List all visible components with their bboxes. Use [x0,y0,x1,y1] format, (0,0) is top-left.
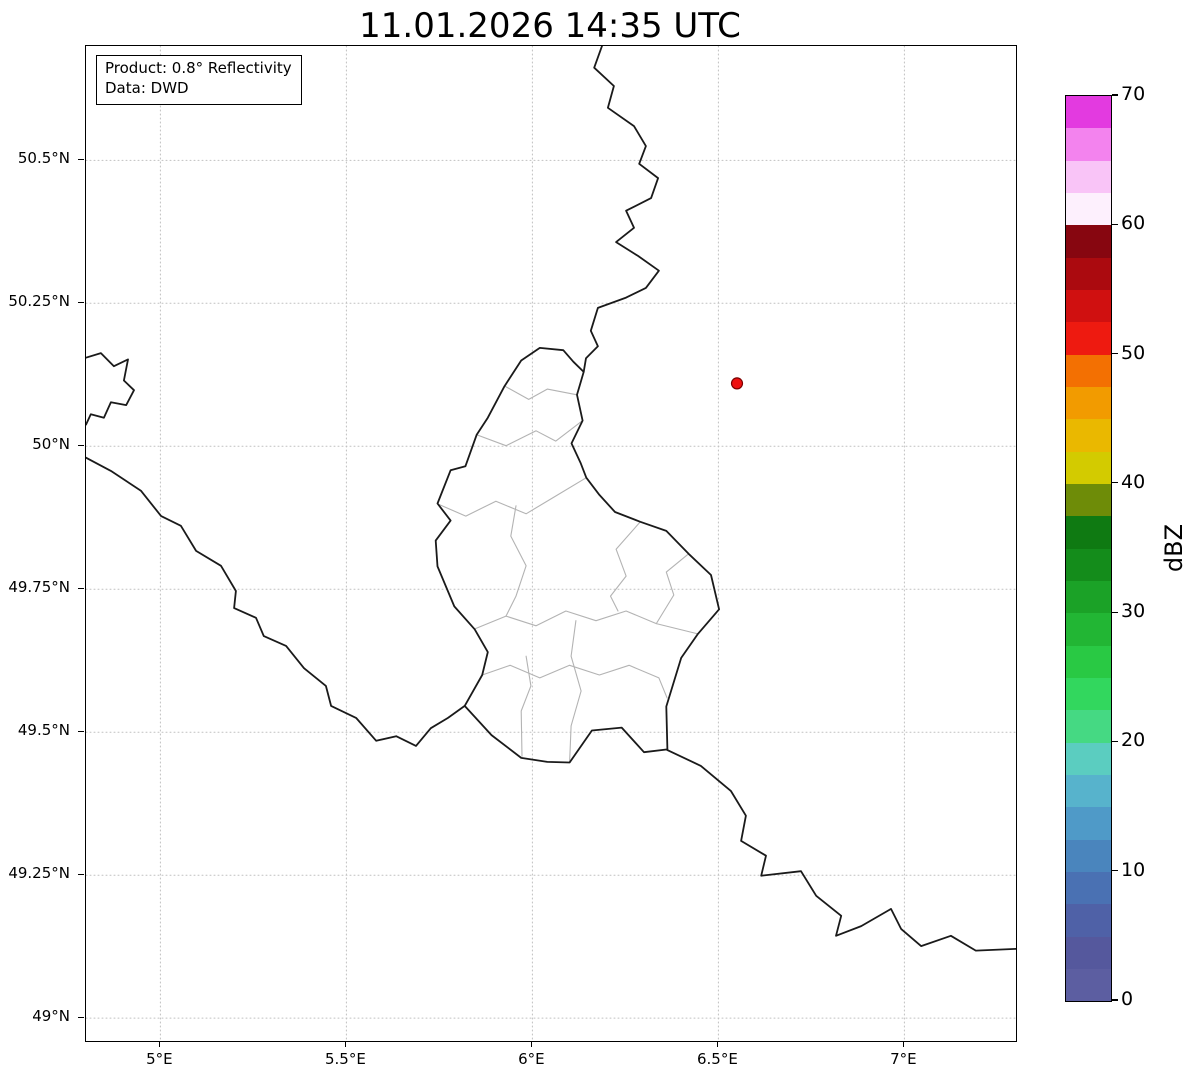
colorbar-segment [1066,451,1111,484]
y-tick-mark [78,873,84,875]
data-source-label: Data: DWD [105,78,189,97]
x-tick-label: 7°E [890,1050,917,1068]
product-label: Product: 0.8° Reflectivity [105,59,292,77]
map-plot-area: Product: 0.8° Reflectivity Data: DWD [85,45,1017,1042]
colorbar-segment [1066,839,1111,872]
colorbar-tick-label: 30 [1121,600,1146,623]
colorbar-segment [1066,225,1111,258]
canton-border [609,521,641,612]
y-tick-mark [78,587,84,589]
colorbar-tick-mark [1112,482,1118,484]
colorbar-segment [1066,354,1111,387]
canton-border [655,553,690,625]
y-tick-label: 49.75°N [8,578,70,597]
y-tick-label: 50.5°N [17,149,70,168]
canton-border [474,610,699,635]
x-tick-label: 5.5°E [324,1050,366,1068]
colorbar-tick-mark [1112,999,1118,1001]
colorbar-segment [1066,613,1111,646]
belgium-germany-border [582,46,660,373]
colorbar-segment [1066,548,1111,581]
timestamp-title: 11.01.2026 14:35 UTC [359,6,741,46]
x-tick-mark [158,1041,160,1047]
y-tick-mark [78,158,84,160]
colorbar-tick-mark [1112,870,1118,872]
x-tick-label: 6.5°E [696,1050,738,1068]
colorbar-segment [1066,516,1111,549]
colorbar-segment [1066,677,1111,711]
colorbar-segment [1066,96,1111,129]
y-tick-label: 49.25°N [8,864,70,883]
colorbar-tick-label: 50 [1121,341,1146,364]
colorbar-tick-mark [1112,94,1118,96]
colorbar-segment [1066,419,1111,452]
colorbar-tick-label: 40 [1121,470,1146,493]
map-svg [86,46,1016,1041]
colorbar-tick-label: 60 [1121,212,1146,235]
colorbar-tick-label: 0 [1121,988,1134,1010]
x-tick-mark [530,1041,532,1047]
canton-border [481,664,668,699]
colorbar-tick-label: 70 [1121,83,1146,105]
x-tick-mark [716,1041,718,1047]
colorbar-tick-mark [1112,611,1118,613]
colorbar-tick-mark [1112,740,1118,743]
colorbar-segment [1066,968,1111,1002]
luxembourg-border [434,347,720,764]
colorbar-segment [1066,871,1111,905]
colorbar-tick-mark [1112,352,1118,355]
y-tick-mark [78,444,84,446]
y-tick-label: 49°N [32,1007,70,1026]
canton-border [504,385,578,400]
colorbar-tick-label: 20 [1121,729,1146,752]
y-tick-label: 50.25°N [8,292,70,311]
givet-salient-border [86,352,135,426]
colorbar-segment [1066,580,1111,614]
y-tick-mark [78,301,84,303]
canton-border [476,420,584,447]
colorbar-segments [1066,96,1111,1002]
x-tick-mark [902,1041,904,1047]
colorbar-segment [1066,807,1111,840]
colorbar-segment [1066,192,1111,226]
colorbar-segment [1066,483,1111,517]
colorbar-segment [1066,774,1111,808]
x-tick-label: 5°E [146,1050,173,1068]
y-tick-mark [78,730,84,732]
colorbar-segment [1066,742,1111,775]
colorbar-tick-label: 10 [1121,858,1146,881]
colorbar-segment [1066,128,1111,161]
canton-border [520,655,532,757]
product-info-box: Product: 0.8° Reflectivity Data: DWD [96,55,302,105]
colorbar-segment [1066,160,1111,193]
colorbar [1065,95,1112,1002]
colorbar-unit-label: dBZ [1160,523,1188,573]
germany-france-border [666,749,1016,952]
colorbar-segment [1066,645,1111,678]
canton-border [569,620,582,764]
colorbar-segment [1066,322,1111,355]
y-tick-label: 49.5°N [17,721,70,740]
colorbar-segment [1066,257,1111,290]
y-tick-mark [78,1016,84,1018]
x-tick-mark [344,1041,346,1047]
y-tick-label: 50°N [32,435,70,454]
colorbar-segment [1066,710,1111,743]
canton-border [437,477,587,517]
x-tick-label: 6°E [518,1050,545,1068]
radar-site-marker [730,377,744,390]
canton-border [505,505,527,617]
colorbar-segment [1066,936,1111,969]
colorbar-segment [1066,289,1111,323]
colorbar-segment [1066,904,1111,937]
colorbar-tick-mark [1112,223,1118,225]
france-belgium-border [86,456,466,747]
colorbar-segment [1066,386,1111,420]
